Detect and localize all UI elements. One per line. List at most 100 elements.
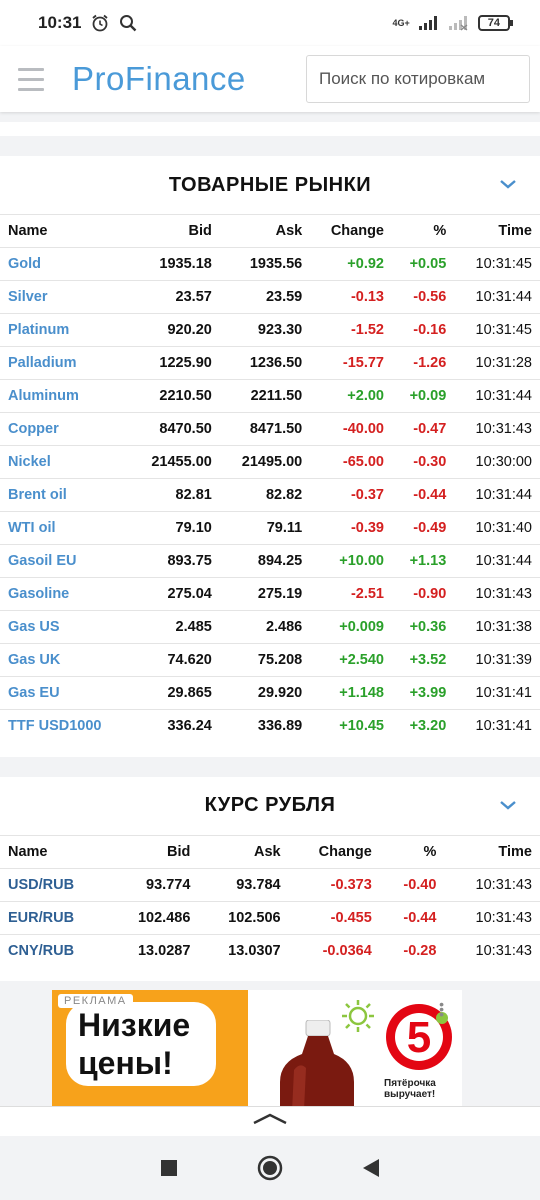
table-row[interactable]: Gasoline 275.04 275.19 -2.51 -0.90 10:31:43 (0, 577, 540, 611)
percent-value: +0.05 (392, 247, 455, 281)
instrument-name[interactable]: TTF USD1000 (0, 709, 130, 743)
instrument-name[interactable]: Gas EU (0, 676, 130, 710)
instrument-name[interactable]: EUR/RUB (0, 900, 109, 934)
change-value: +2.00 (310, 379, 392, 413)
time-value: 10:31:43 (454, 577, 540, 611)
bid-value: 2210.50 (129, 379, 220, 413)
instrument-name[interactable]: Silver (0, 280, 130, 314)
table-row[interactable]: Silver 23.57 23.59 -0.13 -0.56 10:31:44 (0, 280, 540, 314)
table-row[interactable]: TTF USD1000 336.24 336.89 +10.45 +3.20 10:31:… (0, 709, 540, 743)
table-row[interactable]: Aluminum 2210.50 2211.50 +2.00 +0.09 10:31:44 (0, 379, 540, 413)
time-value: 10:30:00 (454, 445, 540, 479)
instrument-name[interactable]: Nickel (0, 445, 130, 479)
network-label: 4G+ (392, 18, 410, 28)
percent-value: -0.56 (392, 280, 455, 314)
col-ask: Ask (198, 834, 289, 868)
time-value: 10:31:43 (444, 900, 540, 934)
instrument-name[interactable]: USD/RUB (0, 867, 109, 901)
more-options-icon[interactable]: • • • (439, 996, 444, 1022)
change-value: -2.51 (310, 577, 392, 611)
time-value: 10:31:40 (454, 511, 540, 545)
instrument-name[interactable]: Copper (0, 412, 130, 446)
bid-value: 79.10 (129, 511, 220, 545)
instrument-name[interactable]: Gold (0, 247, 130, 281)
search-placeholder: Поиск по котировкам (319, 69, 486, 88)
percent-value: -0.28 (379, 933, 445, 967)
svg-text:5: 5 (407, 1013, 431, 1062)
table-row[interactable]: Copper 8470.50 8471.50 -40.00 -0.47 10:31:43 (0, 412, 540, 446)
percent-value: +3.20 (392, 709, 455, 743)
home-icon[interactable] (257, 1155, 283, 1181)
ad-label: РЕКЛАМА (58, 994, 133, 1008)
table-row[interactable]: Gas US 2.485 2.486 +0.009 +0.36 10:31:38 (0, 610, 540, 644)
bottle-image (280, 1020, 354, 1108)
ask-value: 1935.56 (219, 247, 311, 281)
table-row[interactable]: CNY/RUB 13.0287 13.0307 -0.0364 -0.28 10:31:4… (0, 933, 540, 967)
percent-value: -0.47 (392, 412, 455, 446)
chevron-up-icon[interactable] (250, 1107, 290, 1129)
change-value: -40.00 (310, 412, 392, 446)
recent-apps-icon[interactable] (160, 1159, 178, 1177)
menu-icon[interactable] (18, 67, 44, 91)
change-value: -1.52 (310, 313, 392, 347)
table-row[interactable]: Brent oil 82.81 82.82 -0.37 -0.44 10:31:44 (0, 478, 540, 512)
table-row[interactable]: Nickel 21455.00 21495.00 -65.00 -0.30 10:30:0… (0, 445, 540, 479)
commodities-card: ТОВАРНЫЕ РЫНКИ Name Bid Ask Change % Tim… (0, 156, 540, 757)
instrument-name[interactable]: CNY/RUB (0, 933, 109, 967)
bid-value: 29.865 (129, 676, 220, 710)
percent-value: -0.16 (392, 313, 455, 347)
percent-value: -0.49 (392, 511, 455, 545)
battery-icon: 74 (477, 15, 514, 31)
col-bid: Bid (129, 214, 220, 248)
ad-banner[interactable]: Низкие цены! РЕКЛАМА 5 Пятёрочка выручае… (52, 990, 462, 1108)
table-row[interactable]: WTI oil 79.10 79.11 -0.39 -0.49 10:31:40 (0, 511, 540, 545)
bid-value: 1935.18 (129, 247, 220, 281)
instrument-name[interactable]: Gasoil EU (0, 544, 130, 578)
ask-value: 13.0307 (198, 933, 289, 967)
table-row[interactable]: Gasoil EU 893.75 894.25 +10.00 +1.13 10:31:44 (0, 544, 540, 578)
instrument-name[interactable]: Aluminum (0, 379, 130, 413)
ad-brand: Пятёрочка выручает! (384, 1078, 436, 1100)
bottom-sheet-bar[interactable] (0, 1106, 540, 1136)
time-value: 10:31:41 (454, 709, 540, 743)
instrument-name[interactable]: Gasoline (0, 577, 130, 611)
ask-value: 21495.00 (219, 445, 311, 479)
time-value: 10:31:28 (454, 346, 540, 380)
instrument-name[interactable]: Gas US (0, 610, 130, 644)
col-change: Change (310, 214, 392, 248)
table-row[interactable]: EUR/RUB 102.486 102.506 -0.455 -0.44 10:31:43 (0, 900, 540, 934)
bid-value: 21455.00 (129, 445, 220, 479)
table-row[interactable]: Gas EU 29.865 29.920 +1.148 +3.99 10:31:41 (0, 676, 540, 710)
instrument-name[interactable]: WTI oil (0, 511, 130, 545)
previous-card-edge (0, 122, 540, 136)
change-value: -15.77 (310, 346, 392, 380)
logo[interactable]: ProFinance (72, 60, 246, 97)
change-value: +10.00 (310, 544, 392, 578)
time-value: 10:31:39 (454, 643, 540, 677)
chevron-down-icon[interactable] (498, 795, 518, 815)
change-value: -0.455 (288, 900, 380, 934)
back-icon[interactable] (362, 1158, 380, 1178)
instrument-name[interactable]: Platinum (0, 313, 130, 347)
table-row[interactable]: USD/RUB 93.774 93.784 -0.373 -0.40 10:31:43 (0, 867, 540, 901)
bid-value: 275.04 (129, 577, 220, 611)
table-header-row: Name Bid Ask Change % Time (0, 214, 540, 248)
table-row[interactable]: Platinum 920.20 923.30 -1.52 -0.16 10:31:45 (0, 313, 540, 347)
col-pct: % (379, 834, 445, 868)
ask-value: 75.208 (219, 643, 311, 677)
instrument-name[interactable]: Palladium (0, 346, 130, 380)
time-value: 10:31:44 (454, 379, 540, 413)
col-pct: % (392, 214, 455, 248)
change-value: +0.009 (310, 610, 392, 644)
table-row[interactable]: Gold 1935.18 1935.56 +0.92 +0.05 10:31:45 (0, 247, 540, 281)
table-row[interactable]: Palladium 1225.90 1236.50 -15.77 -1.26 10:31:… (0, 346, 540, 380)
status-time: 10:31 (38, 13, 82, 32)
chevron-down-icon[interactable] (498, 174, 518, 194)
table-row[interactable]: Gas UK 74.620 75.208 +2.540 +3.52 10:31:39 (0, 643, 540, 677)
search-input[interactable]: Поиск по котировкам (306, 55, 530, 103)
instrument-name[interactable]: Gas UK (0, 643, 130, 677)
instrument-name[interactable]: Brent oil (0, 478, 130, 512)
percent-value: -0.44 (379, 900, 445, 934)
ask-value: 23.59 (219, 280, 311, 314)
ask-value: 79.11 (219, 511, 311, 545)
